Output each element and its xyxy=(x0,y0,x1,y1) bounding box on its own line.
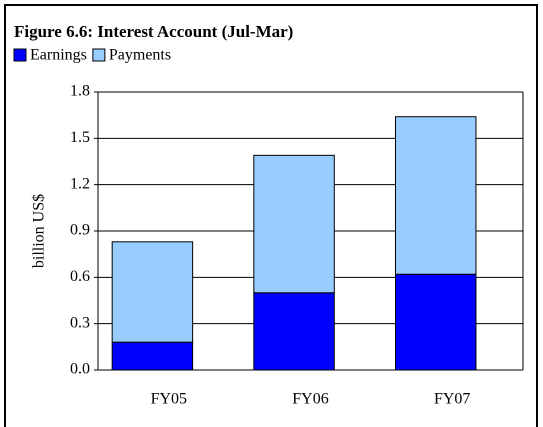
y-tick-label: 1.5 xyxy=(70,129,90,146)
x-tick-label: FY06 xyxy=(292,391,328,408)
x-tick-label: FY07 xyxy=(434,391,470,408)
legend-swatch xyxy=(92,48,106,62)
y-tick-label: 0.0 xyxy=(70,361,90,378)
y-tick-label: 1.2 xyxy=(70,175,90,192)
legend-swatch xyxy=(13,48,27,62)
bar-segment xyxy=(111,341,194,371)
chart-title: Figure 6.6: Interest Account (Jul-Mar) xyxy=(14,22,293,41)
bar-segment xyxy=(395,273,477,371)
y-tick-label: 0.6 xyxy=(70,268,90,285)
legend-label: Earnings xyxy=(30,47,87,64)
y-axis-label: billion US$ xyxy=(31,194,48,268)
y-tick-label: 0.9 xyxy=(70,222,90,239)
x-tick-label: FY05 xyxy=(151,391,187,408)
y-tick-label: 0.3 xyxy=(70,314,90,331)
bar-segment xyxy=(395,116,477,275)
bar-segment xyxy=(253,154,335,294)
bar-segment xyxy=(111,241,194,343)
y-tick-label: 1.8 xyxy=(70,83,90,100)
legend-label: Payments xyxy=(109,47,171,64)
bar-segment xyxy=(253,292,335,371)
